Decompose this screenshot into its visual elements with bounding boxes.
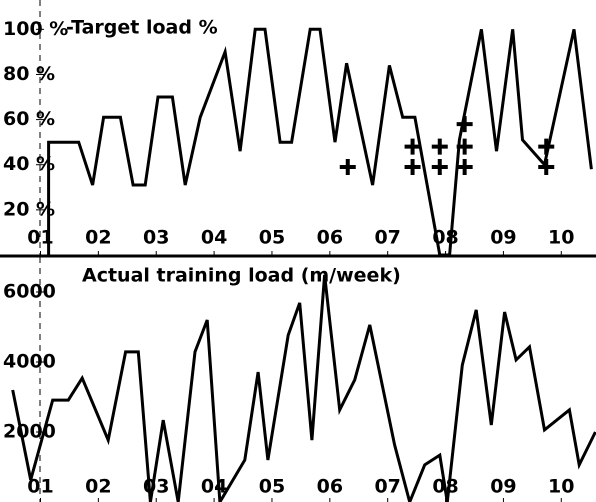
x-tick-label: 05 [259,227,285,249]
x-tick-label: 10 [548,476,574,498]
plus-marker [538,158,555,175]
x-tick-label: 10 [548,227,574,249]
x-tick-label: 02 [85,476,111,498]
y-tick-label: 6000 [3,281,56,303]
x-tick-label: 07 [374,227,400,249]
plus-marker [431,158,448,175]
x-tick-label: 03 [143,227,169,249]
data-line [11,274,596,502]
plus-marker [404,138,421,155]
plus-marker [538,138,555,155]
chart-title: Actual training load (m/week) [82,265,401,287]
x-tick-label: 06 [317,227,343,249]
y-tick-label: 4000 [3,351,56,373]
y-tick-label: 20 % [3,198,55,220]
x-tick-label: 06 [317,476,343,498]
x-tick-label: 09 [490,476,516,498]
plus-marker [404,158,421,175]
x-tick-label: 04 [201,227,227,249]
x-tick-label: 02 [85,227,111,249]
plus-marker [456,158,473,175]
plus-marker [431,138,448,155]
chart-title: -Target load % [66,17,218,39]
y-tick-label: 80 % [3,63,55,85]
plus-marker [339,158,356,175]
y-tick-label: 2000 [3,421,56,443]
x-tick-label: 04 [201,476,227,498]
plus-marker [456,138,473,155]
plus-marker [456,116,473,133]
data-line [47,27,593,255]
x-tick-label: 03 [143,476,169,498]
y-tick-label: 60 % [3,108,55,130]
x-tick-label: 01 [27,476,53,498]
x-tick-label: 05 [259,476,285,498]
y-tick-label: 40 % [3,153,55,175]
x-tick-label: 09 [490,227,516,249]
x-tick-label: 07 [374,476,400,498]
y-tick-label: 100 % [3,18,68,40]
